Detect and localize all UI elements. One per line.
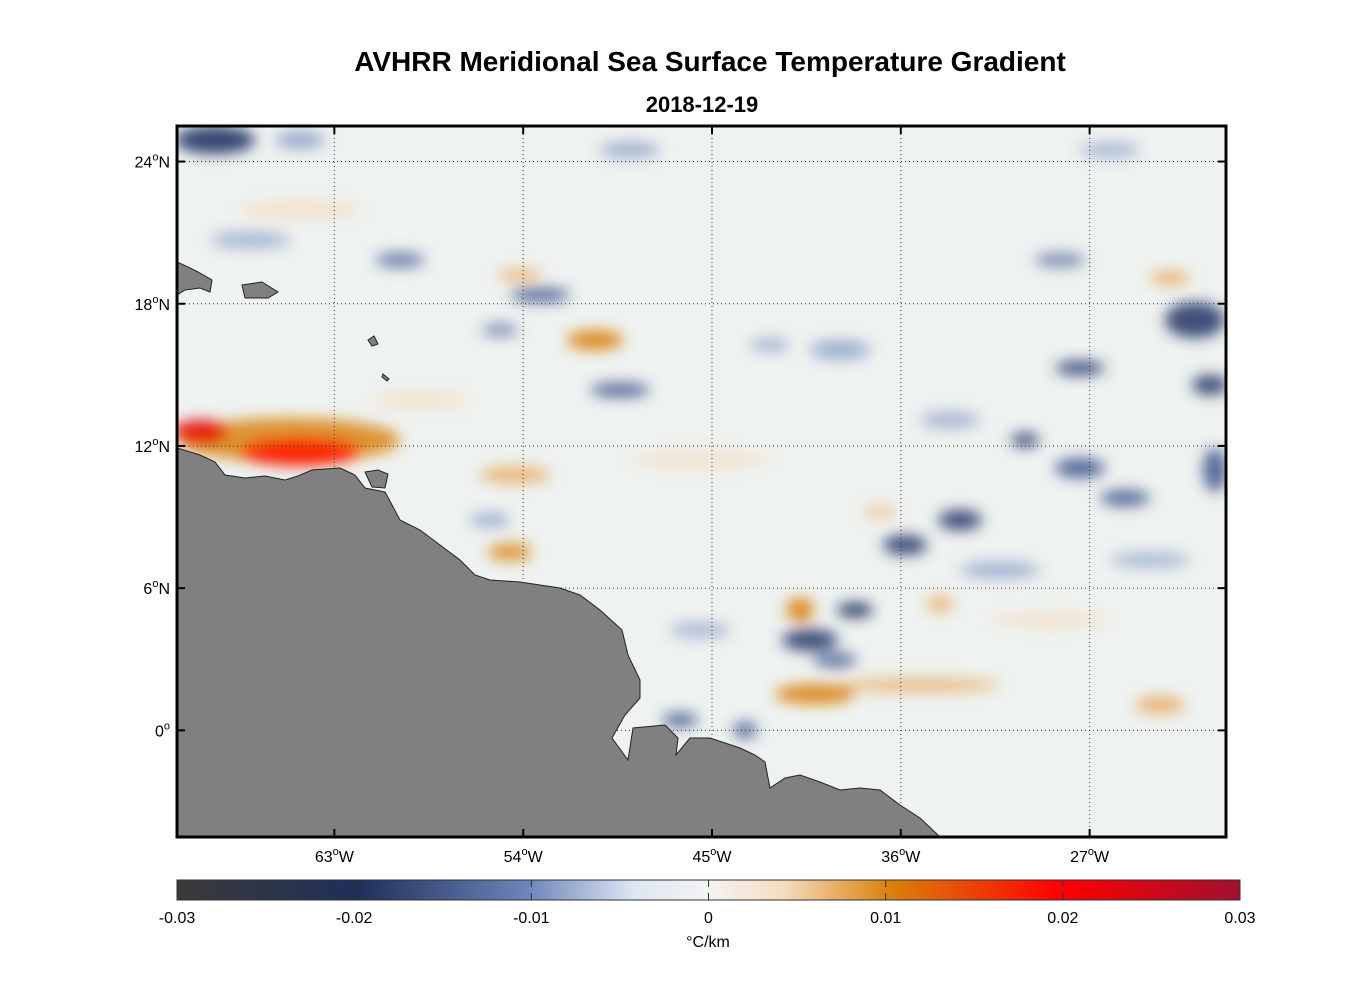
latitude-labels: 24oN 18oN 12oN 6oN 0o	[135, 152, 170, 741]
lat-tick-label: 12oN	[135, 436, 170, 456]
lat-tick-label: 18oN	[135, 294, 170, 314]
sst-gradient-field	[177, 126, 1226, 738]
lon-tick-label: 54oW	[504, 846, 544, 866]
lat-tick-label: 6oN	[143, 578, 170, 598]
lat-tick-label: 0o	[155, 720, 170, 740]
map-title: AVHRR Meridional Sea Surface Temperature…	[354, 46, 1066, 77]
lon-tick-label: 27oW	[1070, 846, 1110, 866]
map-subtitle: 2018-12-19	[645, 92, 759, 117]
colorbar-tick-label: -0.02	[336, 910, 373, 927]
map-frame	[175, 124, 1228, 839]
lon-tick-label: 63oW	[315, 846, 355, 866]
lon-tick-label: 45oW	[692, 846, 732, 866]
land-mass	[177, 261, 941, 837]
colorbar-tick-label: 0	[704, 910, 713, 927]
colorbar-tick-label: 0.01	[870, 910, 901, 927]
colorbar-ticks: -0.03 -0.02 -0.01 0 0.01 0.02 0.03	[159, 880, 1256, 927]
colorbar-tick-label: -0.01	[513, 910, 550, 927]
axis-ticks	[177, 126, 1226, 837]
colorbar-tick-label: 0.03	[1224, 910, 1255, 927]
colorbar-tick-label: -0.03	[159, 910, 196, 927]
lat-tick-label: 24oN	[135, 152, 170, 172]
colorbar-unit-label: °C/km	[686, 934, 730, 951]
lon-tick-label: 36oW	[881, 846, 921, 866]
longitude-labels: 63oW 54oW 45oW 36oW 27oW	[315, 846, 1110, 866]
colorbar-tick-label: 0.02	[1047, 910, 1078, 927]
